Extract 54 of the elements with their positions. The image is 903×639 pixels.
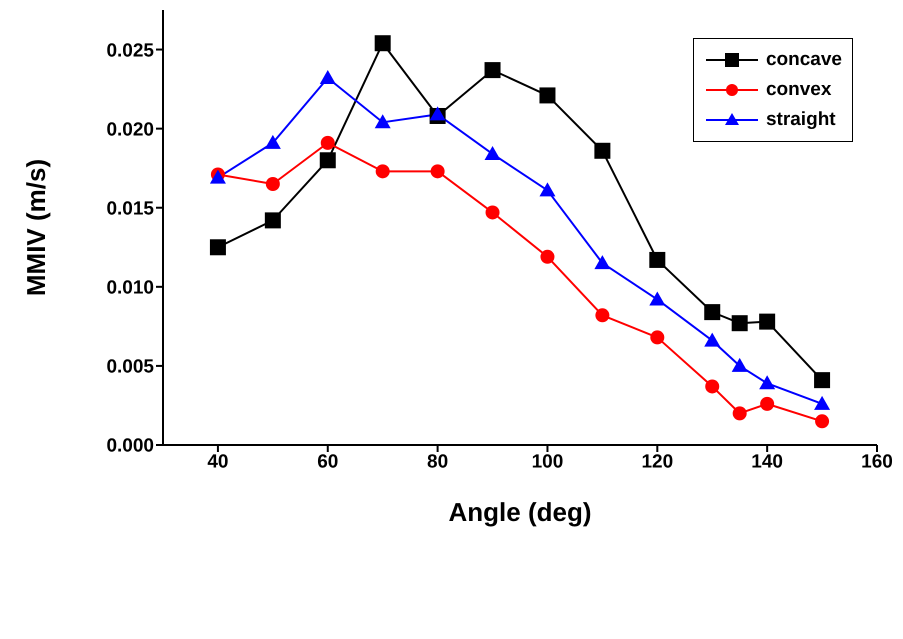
point (732, 358, 748, 372)
x-tick-label: 60 (317, 451, 338, 472)
point (704, 304, 720, 320)
point (540, 250, 554, 264)
point (760, 396, 774, 411)
legend-label: concave (766, 49, 842, 71)
point (539, 87, 556, 104)
point (264, 212, 281, 228)
legend-label: convex (766, 79, 832, 101)
y-tick-label: 0.025 (106, 40, 154, 62)
point (732, 315, 748, 332)
point (484, 62, 501, 78)
point (539, 182, 556, 196)
point (320, 70, 336, 84)
point (759, 314, 776, 330)
point (210, 239, 226, 256)
point (264, 134, 281, 149)
x-tick-label: 100 (532, 451, 564, 472)
x-tick-label: 140 (751, 451, 784, 472)
point (374, 35, 391, 52)
point (430, 164, 445, 178)
x-tick-label: 80 (427, 451, 448, 472)
point (704, 332, 720, 347)
point (705, 379, 720, 394)
point (430, 106, 446, 120)
y-tick-label: 0.010 (106, 278, 154, 299)
point (649, 291, 666, 306)
point (595, 308, 610, 322)
y-tick-label: 0.020 (106, 119, 154, 140)
point (376, 164, 390, 178)
point (814, 372, 830, 388)
y-tick-label: 0.015 (106, 198, 154, 220)
x-tick-label: 160 (861, 451, 893, 472)
x-tick-label: 40 (207, 451, 228, 472)
point (815, 414, 830, 428)
point (650, 330, 664, 344)
y-tick-label: 0.000 (106, 436, 154, 457)
point (484, 146, 501, 160)
point (320, 136, 335, 150)
x-tick-label: 120 (641, 451, 674, 472)
point (374, 114, 391, 128)
y-axis-title: MMIV (m/s) (21, 158, 52, 296)
point (320, 152, 336, 168)
point (266, 177, 280, 191)
point (649, 252, 666, 268)
point (486, 205, 500, 220)
point (594, 255, 610, 270)
x-axis-title: Angle (deg) (448, 497, 592, 527)
point (814, 396, 830, 410)
point (594, 142, 610, 159)
point (732, 406, 747, 420)
point (759, 375, 776, 390)
y-tick-label: 0.005 (106, 356, 154, 378)
legend-label: straight (766, 109, 836, 131)
